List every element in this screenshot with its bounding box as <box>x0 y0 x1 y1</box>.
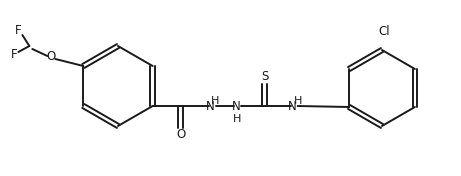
Text: S: S <box>261 71 268 83</box>
Text: N: N <box>288 99 297 112</box>
Text: N: N <box>206 99 215 112</box>
Text: F: F <box>15 24 22 36</box>
Text: Cl: Cl <box>378 25 390 38</box>
Text: N: N <box>232 99 241 112</box>
Text: F: F <box>11 49 18 61</box>
Text: H: H <box>211 96 219 106</box>
Text: H: H <box>232 114 241 124</box>
Text: H: H <box>294 96 302 106</box>
Text: O: O <box>176 128 185 142</box>
Text: O: O <box>47 51 56 64</box>
